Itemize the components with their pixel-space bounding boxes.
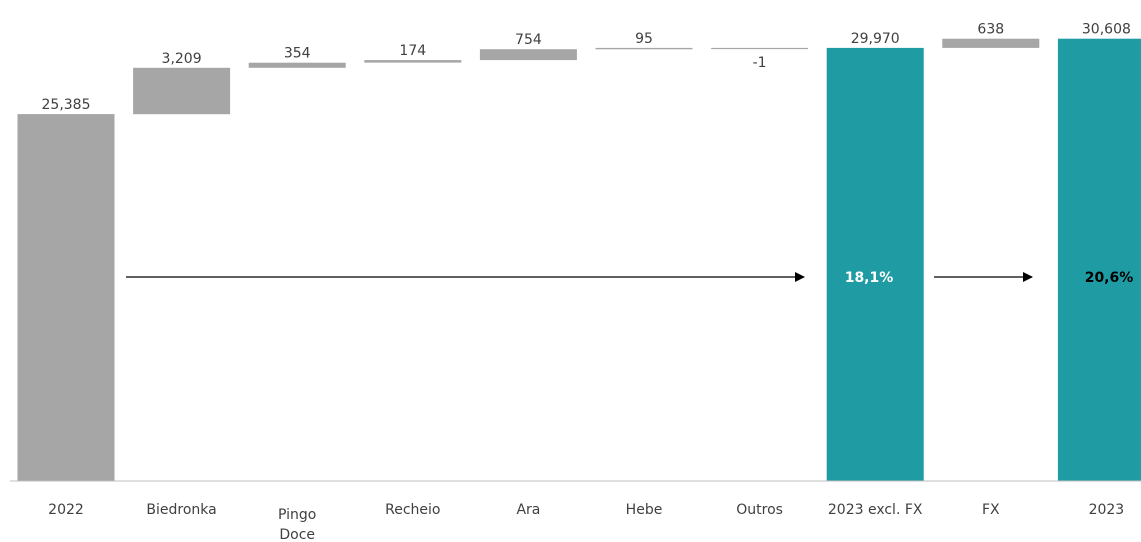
bar-ara	[479, 49, 577, 61]
category-label: Ara	[516, 502, 540, 518]
category-label: Hebe	[626, 502, 663, 518]
value-label: 354	[284, 46, 311, 62]
category-label: Outros	[736, 502, 783, 518]
bar-2022	[17, 114, 115, 481]
bar-recheio	[364, 60, 462, 63]
bar-hebe	[595, 47, 693, 50]
bar-outros	[711, 47, 809, 50]
value-label: 754	[515, 32, 542, 48]
bar-2023-excl-fx	[826, 47, 924, 482]
value-label: 3,209	[162, 51, 202, 67]
value-label: 29,970	[851, 31, 900, 47]
bar-2023	[1057, 38, 1141, 481]
bars-layer	[17, 38, 1141, 482]
value-label: 95	[635, 31, 653, 47]
value-label: 25,385	[42, 97, 91, 113]
value-labels-layer: 25,385 3,209 354 174 754 95 -1 29,970 638 30,608	[42, 22, 1131, 113]
category-label: Recheio	[385, 502, 440, 518]
growth-label-total: 20,6%	[1085, 270, 1134, 286]
value-label: -1	[753, 55, 767, 71]
category-label: Biedronka	[146, 502, 216, 518]
bar-fx	[942, 38, 1040, 48]
value-label: 638	[977, 22, 1004, 38]
bar-biedronka	[133, 67, 231, 115]
category-label: 2023	[1089, 502, 1125, 518]
value-label: 30,608	[1082, 22, 1131, 38]
category-label: 2022	[48, 502, 84, 518]
category-label: 2023 excl. FX	[828, 502, 923, 518]
growth-label-excl-fx: 18,1%	[845, 270, 894, 286]
bar-pingo-doce	[248, 62, 346, 68]
category-label: FX	[982, 502, 1000, 518]
value-label: 174	[399, 43, 426, 59]
category-labels-layer: 2022 Biedronka Pingo Doce Recheio Ara Hebe Outr…	[48, 502, 1124, 542]
category-label: Pingo Doce	[278, 507, 316, 542]
